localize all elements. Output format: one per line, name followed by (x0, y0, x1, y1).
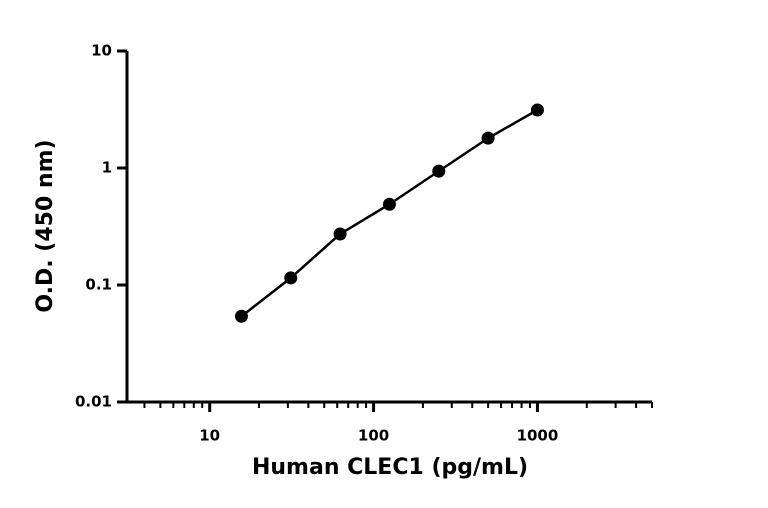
y-tick-label: 1 (102, 159, 112, 177)
data-point (333, 227, 347, 241)
x-tick-label: 10 (199, 427, 220, 445)
data-point (481, 131, 495, 145)
y-axis-label: O.D. (450 nm) (33, 139, 58, 312)
data-point (382, 197, 396, 211)
y-tick-label: 0.01 (75, 393, 112, 411)
x-tick-label: 1000 (517, 427, 559, 445)
y-tick-label: 10 (91, 42, 112, 60)
data-point (432, 164, 446, 178)
x-axis-label: Human CLEC1 (pg/mL) (252, 455, 528, 480)
x-tick-label: 100 (358, 427, 389, 445)
data-point (234, 309, 248, 323)
data-point (530, 103, 544, 117)
y-tick-label: 0.1 (85, 276, 112, 294)
data-point (284, 271, 298, 285)
